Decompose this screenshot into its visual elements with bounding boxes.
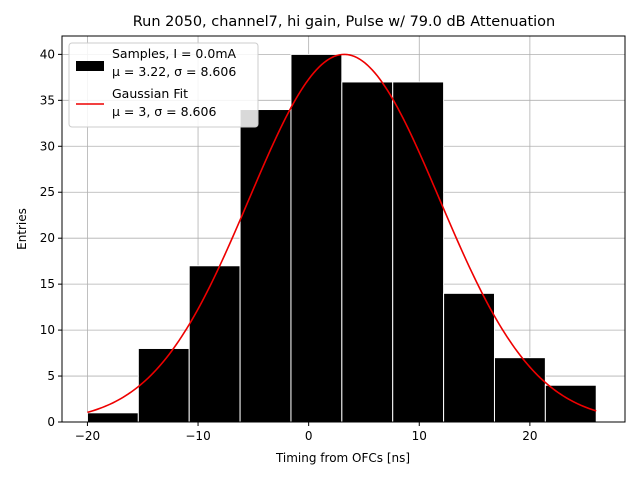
y-tick-label: 5 <box>47 369 55 383</box>
legend-box <box>68 42 259 128</box>
y-tick-label: 10 <box>40 323 55 337</box>
histogram-bars <box>86 53 597 423</box>
gaussian-fit-curve <box>87 53 597 414</box>
y-tick-label: 0 <box>47 415 55 429</box>
histogram-bar <box>239 109 292 423</box>
x-tick-label: −10 <box>185 429 210 443</box>
chart-title: Run 2050, channel7, hi gain, Pulse w/ 79… <box>133 14 556 30</box>
histogram-bar <box>86 412 139 423</box>
histogram-bar <box>137 347 190 423</box>
legend-swatch-samples <box>76 61 104 71</box>
x-tick-label: 0 <box>305 429 313 443</box>
x-axis-label: Timing from OFCs [ns] <box>275 451 410 465</box>
histogram-bar <box>493 357 546 423</box>
histogram-bar <box>443 292 495 423</box>
legend-fit-line2: μ = 3, σ = 8.606 <box>112 104 216 119</box>
legend-samples-line2: μ = 3.22, σ = 8.606 <box>112 64 236 79</box>
x-tick-label: 20 <box>522 429 537 443</box>
y-tick-label: 15 <box>40 277 55 291</box>
y-tick-label: 20 <box>40 231 55 245</box>
plot-frame <box>61 35 626 423</box>
x-axis-ticks: −20 −10 0 10 20 <box>75 422 538 443</box>
legend-samples-line1: Samples, I = 0.0mA <box>112 46 236 61</box>
histogram-bar <box>392 81 445 423</box>
histogram-bar <box>544 384 597 423</box>
x-tick-label: 10 <box>412 429 427 443</box>
y-axis-ticks: 0 5 10 15 20 25 30 35 40 <box>40 47 62 429</box>
legend-fit-line1: Gaussian Fit <box>112 86 188 101</box>
y-tick-label: 40 <box>40 47 55 61</box>
y-tick-label: 30 <box>40 139 55 153</box>
y-tick-label: 25 <box>40 185 55 199</box>
histogram-bar <box>341 81 394 423</box>
y-axis-label: Entries <box>15 208 29 250</box>
histogram-bar <box>188 265 241 423</box>
histogram-bar <box>290 53 343 423</box>
legend: Samples, I = 0.0mA μ = 3.22, σ = 8.606 G… <box>68 42 259 128</box>
x-tick-label: −20 <box>75 429 100 443</box>
y-tick-label: 35 <box>40 93 55 107</box>
